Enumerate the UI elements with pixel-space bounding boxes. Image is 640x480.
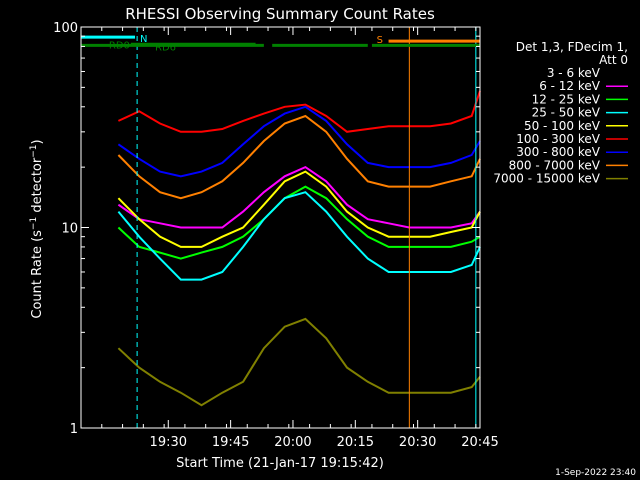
flag-label-3: RD6: [155, 42, 176, 53]
y-tick-label-2: 10: [61, 222, 78, 237]
flag-label-4: S: [377, 35, 383, 46]
legend-label-1: 3 - 6 keV: [547, 66, 601, 80]
legend-header-line-2: Att 0: [599, 53, 628, 67]
x-axis-label: Start Time (21-Jan-17 19:15:42): [176, 456, 384, 471]
footer-timestamp: 1-Sep-2022 23:40: [555, 468, 636, 478]
y-tick-label-3: 100: [53, 21, 78, 36]
series-line-2: [117, 165, 481, 229]
series-layer: [117, 90, 481, 407]
y-axis-label-superscript-1: −1: [29, 217, 39, 230]
chart-title: RHESSI Observing Summary Count Rates: [125, 5, 435, 23]
x-tick-label-4: 20:15: [337, 435, 374, 450]
x-tick-label-2: 19:45: [212, 435, 249, 450]
y-axis-label: Count Rate (s−1 detector−1): [29, 139, 45, 318]
legend-label-3: 12 - 25 keV: [532, 92, 601, 106]
axis-ticks: 1 10 100 19:30 19:45 20:00 20:15 20:30 20:45: [53, 21, 499, 450]
series-line-9: [117, 317, 481, 407]
x-tick-label-5: 20:30: [399, 435, 436, 450]
legend-label-2: 6 - 12 keV: [539, 79, 601, 93]
legend-header-line-1: Det 1,3, FDecim 1,: [516, 40, 628, 54]
legend-label-4: 25 - 50 keV: [532, 106, 601, 120]
series-line-5: [117, 170, 481, 248]
legend-label-9: 7000 - 15000 keV: [493, 172, 600, 186]
legend-label-5: 50 - 100 keV: [524, 119, 601, 133]
series-line-7: [117, 105, 481, 178]
flag-label-1: N: [140, 34, 147, 45]
series-line-4: [117, 191, 481, 281]
y-axis-label-superscript-2: −1: [29, 144, 39, 157]
x-tick-label-1: 19:30: [150, 435, 187, 450]
series-line-3: [117, 185, 481, 260]
x-tick-label-6: 20:45: [461, 435, 498, 450]
series-line-6: [117, 90, 481, 133]
series-line-8: [117, 114, 481, 200]
legend-label-8: 800 - 7000 keV: [509, 158, 601, 172]
legend-label-7: 300 - 800 keV: [516, 145, 600, 159]
flag-bars: NRD0RD6S: [81, 34, 480, 53]
x-tick-label-3: 20:00: [274, 435, 311, 450]
legend-label-6: 100 - 300 keV: [516, 132, 600, 146]
y-tick-label-1: 1: [70, 422, 78, 437]
